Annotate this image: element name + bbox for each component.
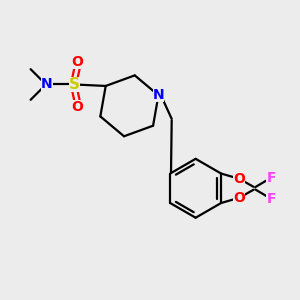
Text: O: O [71,100,83,114]
Text: N: N [41,77,52,92]
Text: S: S [69,77,80,92]
Text: F: F [266,171,276,185]
Text: O: O [233,191,245,205]
Text: O: O [71,55,83,69]
Text: N: N [153,88,164,102]
Text: F: F [266,192,276,206]
Text: O: O [233,172,245,186]
